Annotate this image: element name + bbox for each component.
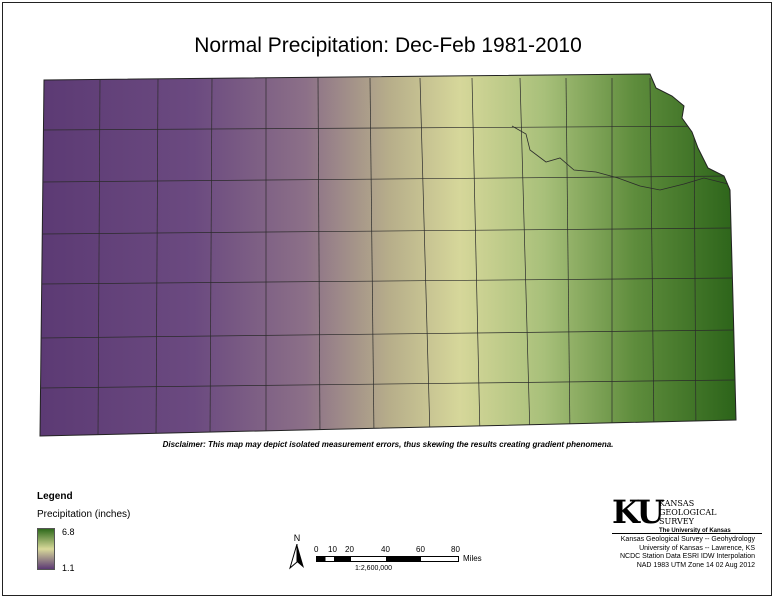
- university-name: The University of Kansas: [659, 528, 731, 534]
- north-arrow-icon: [289, 544, 304, 570]
- credits-block: Kansas Geological Survey -- Geohydrology…: [620, 536, 755, 570]
- legend-color-ramp: [37, 528, 55, 570]
- scale-tick-80: 80: [451, 545, 460, 554]
- legend-variable: Precipitation (inches): [37, 509, 131, 520]
- scale-tick-60: 60: [416, 545, 425, 554]
- credit-line-4: NAD 1983 UTM Zone 14 02 Aug 2012: [636, 561, 755, 569]
- scale-bar: [316, 556, 459, 562]
- scale-tick-40: 40: [381, 545, 390, 554]
- scale-unit: Miles: [463, 554, 482, 563]
- legend-max-value: 6.8: [62, 527, 75, 537]
- kansas-river: [511, 125, 729, 191]
- scale-tick-20: 20: [345, 545, 354, 554]
- org-name: KANSAS GEOLOGICAL SURVEY: [659, 499, 716, 526]
- legend-heading: Legend: [37, 491, 73, 502]
- scale-tick-0: 0: [314, 545, 319, 554]
- legend-min-value: 1.1: [62, 563, 75, 573]
- credit-line-3: NCDC Station Data ESRI IDW Interpolation: [620, 553, 755, 560]
- county-boundaries: [40, 77, 736, 436]
- credit-line-2: University of Kansas -- Lawrence, KS: [639, 544, 755, 552]
- scale-ratio: 1:2,600,000: [355, 565, 392, 572]
- north-label: N: [293, 533, 301, 543]
- ku-logo: KU: [612, 493, 665, 531]
- org-name-line-1: KANSAS: [659, 499, 695, 508]
- org-name-line-2: GEOLOGICAL: [659, 508, 717, 517]
- disclaimer-text: Disclaimer: This map may depict isolated…: [162, 440, 614, 449]
- scale-tick-10: 10: [328, 545, 337, 554]
- map-title: Normal Precipitation: Dec-Feb 1981-2010: [194, 34, 582, 57]
- org-name-line-3: SURVEY: [659, 517, 694, 526]
- logo-divider: [612, 533, 762, 534]
- credit-line-1: Kansas Geological Survey -- Geohydrology: [620, 536, 755, 543]
